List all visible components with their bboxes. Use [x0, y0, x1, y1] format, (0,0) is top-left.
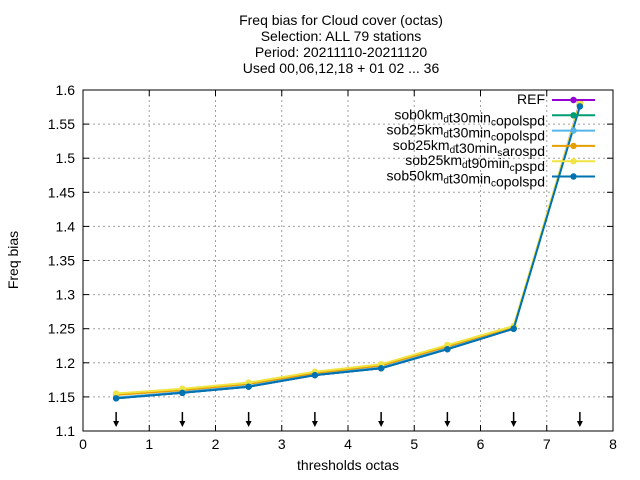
- legend-entry: sob50kmdt30mincopolspd: [387, 168, 595, 190]
- legend-label: REF: [517, 91, 545, 107]
- legend-label: sob25kmdt30mincopolspd: [387, 122, 545, 144]
- grid-lines: [83, 90, 613, 431]
- data-point: [179, 389, 186, 397]
- legend-entry: sob0kmdt30mincopolspd: [394, 106, 595, 128]
- threshold-arrow: [444, 412, 451, 427]
- series-line: [116, 102, 581, 395]
- title-line-2: Selection: ALL 79 stations: [261, 28, 422, 44]
- x-tick-label: 1: [145, 436, 153, 452]
- series-5: [112, 103, 584, 402]
- x-tick-label: 0: [79, 436, 87, 452]
- y-tick-label: 1.2: [56, 355, 76, 371]
- y-axis-label: Freq bias: [5, 231, 21, 289]
- x-tick-label: 5: [410, 436, 418, 452]
- threshold-arrow: [576, 412, 583, 427]
- threshold-arrows: [113, 412, 583, 427]
- legend-entry: sob25kmdt30mincopolspd: [387, 122, 595, 144]
- legend: REFsob0kmdt30mincopolspdsob25kmdt30minco…: [387, 91, 595, 190]
- data-point: [245, 383, 252, 390]
- title-line-1: Freq bias for Cloud cover (octas): [239, 12, 443, 28]
- legend-entry: REF: [517, 91, 595, 107]
- x-tick-label: 6: [477, 436, 485, 452]
- axis-ticks: 0 1 2 3 4 5 6 7 8 1.1 1.15 1.2 1.25 1.3 1.35 1.4 1.45 1.5…: [48, 82, 617, 452]
- legend-entry: sob25kmdt90mincpspd: [405, 152, 595, 174]
- data-point: [112, 390, 120, 397]
- x-tick-label: 3: [278, 436, 286, 452]
- data-point: [377, 365, 385, 372]
- legend-label: sob0kmdt30mincopolspd: [394, 106, 545, 128]
- y-tick-label: 1.6: [56, 82, 76, 98]
- data-point: [510, 325, 517, 332]
- series-lines: [112, 99, 584, 402]
- data-point: [444, 345, 451, 353]
- x-tick-label: 4: [344, 436, 352, 452]
- threshold-arrow: [510, 412, 517, 427]
- data-point: [311, 371, 319, 379]
- threshold-arrow: [378, 412, 385, 427]
- legend-label: sob25kmdt30minsarospd: [393, 137, 545, 159]
- y-tick-label: 1.3: [56, 287, 76, 303]
- data-point: [112, 395, 120, 402]
- y-tick-label: 1.15: [48, 389, 75, 405]
- legend-label: sob25kmdt90mincpspd: [405, 152, 545, 174]
- legend-entry: sob25kmdt30minsarospd: [393, 137, 595, 159]
- y-tick-label: 1.45: [48, 184, 75, 200]
- x-axis-label: thresholds octas: [297, 457, 399, 473]
- legend-marker: [570, 112, 577, 119]
- legend-marker: [570, 173, 577, 180]
- y-tick-label: 1.5: [56, 150, 76, 166]
- x-tick-label: 7: [543, 436, 551, 452]
- legend-marker: [570, 127, 577, 134]
- legend-marker: [570, 158, 577, 165]
- title-line-3: Period: 20211110-20211120: [255, 44, 428, 60]
- legend-label: sob50kmdt30mincopolspd: [387, 168, 545, 190]
- y-tick-label: 1.1: [56, 423, 76, 439]
- chart-title: Freq bias for Cloud cover (octas) Select…: [239, 12, 443, 76]
- y-tick-label: 1.55: [48, 116, 75, 132]
- threshold-arrow: [179, 412, 186, 427]
- threshold-arrow: [113, 412, 120, 427]
- legend-marker: [570, 142, 577, 150]
- y-tick-label: 1.4: [56, 218, 76, 234]
- legend-marker: [570, 96, 577, 104]
- y-tick-label: 1.35: [48, 253, 75, 269]
- plot-border: [82, 89, 614, 432]
- title-line-4: Used 00,06,12,18 + 01 02 ... 36: [243, 60, 440, 76]
- x-tick-label: 2: [212, 436, 220, 452]
- y-tick-label: 1.25: [48, 321, 75, 337]
- threshold-arrow: [245, 412, 252, 427]
- series-line: [116, 106, 581, 400]
- threshold-arrow: [311, 412, 318, 427]
- data-point: [576, 103, 584, 110]
- x-tick-label: 8: [609, 436, 617, 452]
